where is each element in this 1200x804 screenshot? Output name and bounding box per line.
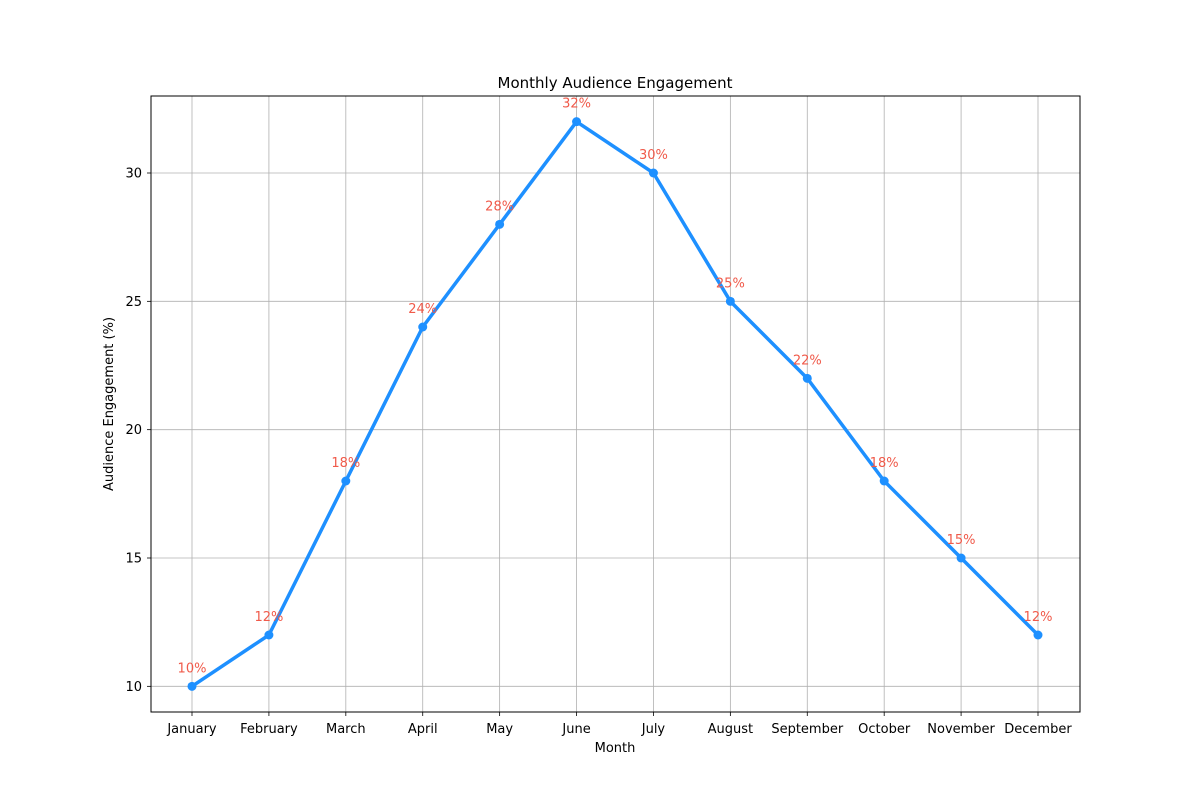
y-axis-ticks: 10 15 20 25 30 <box>125 167 151 695</box>
data-point-marker <box>187 681 197 691</box>
chart-title: Monthly Audience Engagement <box>498 74 733 92</box>
data-point-marker <box>802 373 812 383</box>
data-label: 12% <box>1024 610 1053 625</box>
y-tick-label: 20 <box>125 423 142 438</box>
data-label: 24% <box>408 302 437 317</box>
data-point-marker <box>1033 630 1043 640</box>
x-tick-label: January <box>166 722 217 737</box>
y-tick-label: 30 <box>125 167 142 182</box>
y-axis-label: Audience Engagement (%) <box>102 317 117 491</box>
data-point-marker <box>495 219 505 229</box>
data-labels: 10% 12% 18% 24% 28% 32% 30% 25% 22% 18% 15% 12% <box>178 97 1053 677</box>
x-tick-label: June <box>561 722 590 737</box>
x-tick-label: April <box>408 722 438 737</box>
data-label: 15% <box>947 533 976 548</box>
x-tick-label: March <box>326 722 366 737</box>
x-tick-label: July <box>641 722 666 737</box>
data-point-marker <box>725 296 735 306</box>
data-point-marker <box>341 476 351 486</box>
data-label: 22% <box>793 353 822 368</box>
data-label: 18% <box>331 456 360 471</box>
x-axis-ticks: January February March April May June July Augu… <box>166 712 1072 737</box>
x-tick-label: September <box>771 722 844 737</box>
x-tick-label: October <box>858 722 911 737</box>
y-tick-label: 25 <box>125 295 142 310</box>
x-tick-label: November <box>927 722 995 737</box>
data-point-marker <box>956 553 966 563</box>
data-point-marker <box>572 117 582 127</box>
data-label: 25% <box>716 276 745 291</box>
x-axis-label: Month <box>595 741 636 756</box>
data-point-marker <box>648 168 658 178</box>
data-label: 18% <box>870 456 899 471</box>
data-label: 28% <box>485 199 514 214</box>
data-point-marker <box>879 476 889 486</box>
x-tick-label: February <box>240 722 298 737</box>
data-point-marker <box>264 630 274 640</box>
y-tick-label: 10 <box>125 680 142 695</box>
x-tick-label: December <box>1004 722 1072 737</box>
x-tick-label: August <box>708 722 754 737</box>
data-label: 32% <box>562 97 591 112</box>
x-tick-label: May <box>486 722 513 737</box>
y-tick-label: 15 <box>125 552 142 567</box>
series-line <box>190 119 1040 689</box>
data-point-marker <box>418 322 428 332</box>
series-layer <box>187 117 1043 691</box>
data-label: 30% <box>639 148 668 163</box>
data-label: 12% <box>254 610 283 625</box>
plot-area-frame <box>150 95 1081 713</box>
data-label: 10% <box>178 661 207 676</box>
grid-lines <box>151 96 1080 712</box>
